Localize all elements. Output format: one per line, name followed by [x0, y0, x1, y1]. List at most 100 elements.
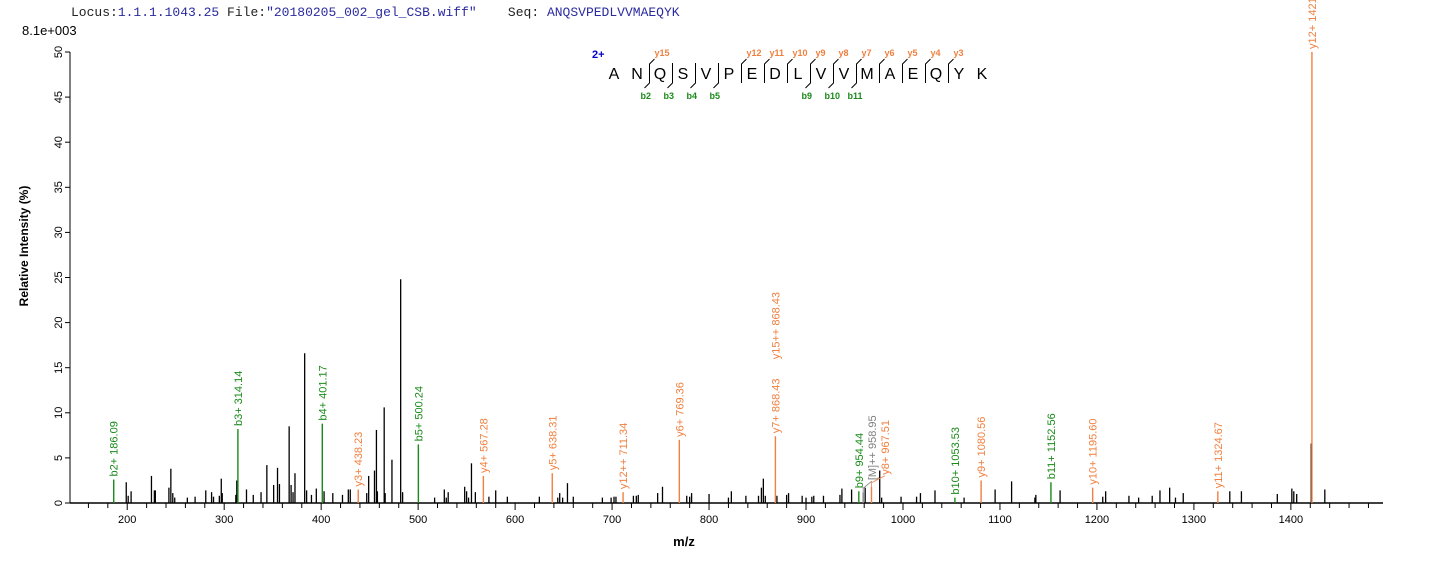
peak-label: y5+ 638.31	[547, 415, 559, 470]
residue: E	[908, 66, 919, 83]
fragment-marker	[851, 58, 862, 89]
y-tick-label: 10	[53, 407, 65, 419]
y-ion-label: y10	[793, 48, 808, 58]
b-ion-label: b5	[710, 91, 721, 101]
x-tick-label: 1300	[1182, 514, 1206, 526]
peak-label: y4+ 567.28	[478, 418, 490, 473]
x-tick-label: 500	[409, 514, 427, 526]
residue: K	[977, 66, 988, 83]
file-value: "20180205_002_gel_CSB.wiff"	[266, 5, 477, 20]
peak-label: y15++ 868.43	[770, 292, 782, 359]
residue: V	[839, 66, 850, 83]
x-tick-label: 400	[312, 514, 330, 526]
fragment-marker	[805, 58, 816, 89]
b-ion-label: b10	[825, 91, 841, 101]
residue: Y	[954, 66, 965, 83]
fragment-marker	[667, 63, 673, 89]
peak-label: b5+ 500.24	[413, 386, 425, 441]
y-tick-label: 30	[53, 226, 65, 238]
y-tick-label: 35	[53, 181, 65, 193]
x-tick-label: 1100	[988, 514, 1012, 526]
label-leader-line	[862, 480, 873, 493]
b-ion-label: b3	[664, 91, 675, 101]
residue: A	[609, 66, 620, 83]
y-ion-label: y3	[954, 48, 964, 58]
fragment-marker	[925, 58, 931, 83]
peak-label: y9+ 1080.56	[976, 417, 988, 478]
residue: S	[678, 66, 689, 83]
y-tick-label: 0	[53, 500, 65, 506]
seq-value: ANQSVPEDLVVMAEQYK	[546, 5, 680, 20]
peak-label: b2+ 186.09	[109, 421, 121, 476]
y-ion-label: y12	[747, 48, 762, 58]
x-tick-label: 300	[215, 514, 233, 526]
b-ion-label: b11	[848, 91, 863, 101]
y-ion-label: y4	[931, 48, 941, 58]
fragment-marker	[690, 63, 696, 89]
y-ion-label: y6	[885, 48, 895, 58]
y-tick-label: 5	[53, 455, 65, 461]
residue: A	[885, 66, 896, 83]
label-leader-line	[871, 475, 885, 487]
fragment-marker	[741, 58, 747, 83]
x-tick-label: 1200	[1085, 514, 1109, 526]
residue: V	[701, 66, 712, 83]
x-tick-label: 200	[118, 514, 136, 526]
fragment-marker	[879, 58, 885, 83]
peak-label: y12++ 711.34	[618, 423, 630, 489]
fragment-marker	[644, 58, 655, 89]
x-axis-label: m/z	[673, 534, 695, 549]
charge-state: 2+	[592, 49, 605, 61]
peak-label: b9+ 954.44	[854, 433, 866, 488]
b-ion-label: b4	[687, 91, 698, 101]
y-tick-label: 50	[53, 46, 65, 58]
peak-label: y3+ 438.23	[353, 432, 365, 487]
x-tick-label: 900	[797, 514, 815, 526]
y-ion-label: y7	[862, 48, 872, 58]
residue: P	[724, 66, 735, 83]
file-label: File:	[227, 5, 267, 20]
y-axis-label: Relative Intensity (%)	[17, 186, 31, 307]
peak-label: b10+ 1053.53	[950, 427, 962, 495]
locus-label: Locus:	[71, 5, 118, 20]
locus-value: 1.1.1.1043.25	[117, 5, 220, 20]
fragment-marker	[787, 58, 793, 83]
residue: M	[860, 66, 873, 83]
x-tick-label: 1400	[1279, 514, 1303, 526]
y-tick-label: 20	[53, 316, 65, 328]
residue: N	[631, 66, 643, 83]
fragment-marker	[764, 58, 770, 83]
y-tick-label: 45	[53, 91, 65, 103]
peak-label: b4+ 401.17	[317, 365, 329, 420]
peak-label: y10+ 1195.60	[1088, 418, 1100, 484]
y-tick-label: 15	[53, 362, 65, 374]
residue: V	[816, 66, 827, 83]
fragment-marker	[713, 63, 719, 89]
x-tick-label: 800	[700, 514, 718, 526]
peak-label: y12+ 1421.70	[1307, 0, 1319, 49]
peak-label: b3+ 314.14	[233, 371, 245, 426]
residue: Q	[654, 66, 666, 83]
fragment-marker	[828, 58, 839, 89]
peak-label: y8+ 967.51	[880, 420, 892, 475]
y-ion-label: y8	[839, 48, 849, 58]
x-tick-label: 700	[603, 514, 621, 526]
peak-label: y7+ 868.43	[770, 379, 782, 434]
x-tick-label: 600	[506, 514, 524, 526]
y-ion-label: y11	[770, 48, 785, 58]
b-ion-label: b9	[802, 91, 813, 101]
residue: Q	[930, 66, 942, 83]
residue: L	[794, 66, 803, 83]
y-tick-label: 25	[53, 271, 65, 283]
residue: E	[747, 66, 758, 83]
y-tick-label: 40	[53, 136, 65, 148]
seq-label: Seq:	[507, 5, 540, 20]
y-ion-label: y9	[816, 48, 826, 58]
peak-label: b11+ 1152.56	[1046, 413, 1058, 479]
b-ion-label: b2	[641, 91, 652, 101]
fragment-marker	[902, 58, 908, 83]
peak-label: y6+ 769.36	[674, 382, 686, 437]
residue: D	[769, 66, 781, 83]
x-tick-label: 1000	[891, 514, 915, 526]
